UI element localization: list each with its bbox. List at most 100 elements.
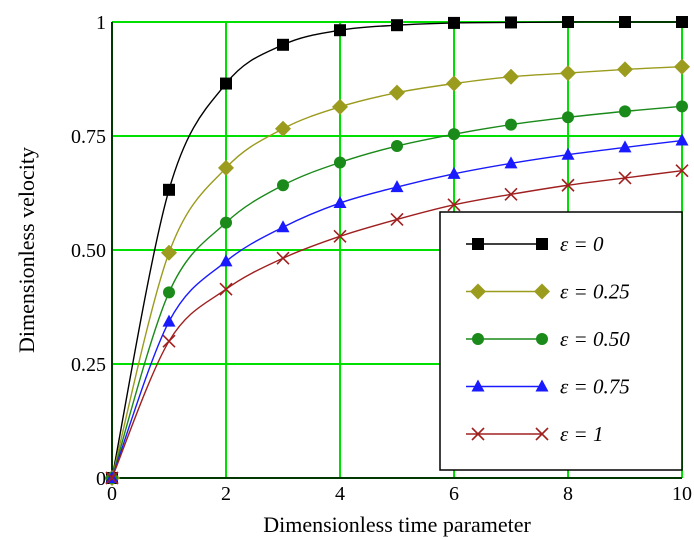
legend-item-1: ε = 0.25 — [466, 280, 630, 304]
data-point-4-6 — [447, 198, 461, 212]
data-point-3-6 — [447, 166, 461, 179]
legend-item-0: ε = 0 — [466, 232, 604, 256]
axes — [111, 22, 682, 479]
data-point-1-7 — [503, 68, 519, 85]
legend-marker-4-b-stroke — [535, 427, 549, 441]
legend-marker-0-a — [472, 238, 484, 250]
data-point-0-9 — [619, 16, 631, 28]
data-point-4-4 — [333, 229, 347, 243]
data-point-4-5-stroke — [390, 212, 404, 227]
data-point-2-4 — [334, 156, 346, 169]
series-layer — [104, 16, 690, 486]
y-tick-label: 0.50 — [71, 240, 106, 262]
data-point-1-9 — [617, 61, 633, 78]
data-point-0-8 — [562, 16, 574, 28]
series-3 — [105, 133, 689, 483]
data-point-4-6-stroke — [447, 198, 461, 212]
legend-marker-2-a — [472, 333, 484, 345]
y-tick-label: 1 — [96, 12, 106, 34]
x-tick-label: 8 — [563, 483, 573, 505]
legend-item-2: ε = 0.50 — [466, 327, 630, 351]
data-point-1-4 — [332, 98, 348, 115]
data-point-1-3 — [275, 120, 291, 137]
legend-label-2: ε = 0.50 — [560, 327, 630, 351]
legend-label-0: ε = 0 — [560, 232, 604, 256]
data-point-4-10 — [675, 164, 689, 178]
data-point-3-5 — [390, 180, 404, 193]
legend-item-4: ε = 1 — [466, 422, 603, 446]
data-point-0-1 — [163, 183, 175, 196]
data-point-4-9 — [618, 171, 632, 185]
y-tick-label: 0.25 — [71, 354, 106, 376]
data-point-3-2 — [219, 254, 233, 267]
data-point-4-1 — [162, 334, 176, 348]
series-line-4 — [111, 169, 683, 479]
data-point-4-1-stroke — [162, 334, 176, 348]
legend-marker-1-a — [470, 283, 486, 300]
x-tick-label: 4 — [335, 483, 345, 505]
data-point-2-3 — [277, 179, 289, 192]
data-point-0-6 — [448, 16, 460, 29]
legend-item-3: ε = 0.75 — [466, 375, 630, 399]
data-point-3-8 — [561, 147, 575, 160]
data-point-2-10 — [676, 100, 688, 113]
data-point-2-8 — [562, 111, 574, 124]
x-tick-label: 6 — [449, 483, 459, 505]
data-point-1-5 — [389, 84, 405, 101]
legend: ε = 0 ε = 0.25 ε = 0.50 ε = 0.75 ε = 1 — [439, 211, 683, 471]
data-point-0-10 — [676, 16, 688, 28]
data-point-4-7 — [504, 187, 518, 201]
legend-marker-3-a — [471, 379, 485, 392]
data-point-4-8 — [561, 178, 575, 192]
data-point-4-3 — [276, 251, 290, 265]
data-point-1-2 — [218, 159, 234, 176]
data-point-2-9 — [619, 105, 631, 118]
series-line-3 — [111, 139, 683, 479]
y-axis-label: Dimensionless velocity — [14, 147, 39, 353]
series-2 — [106, 100, 688, 484]
data-point-3-1 — [162, 314, 176, 327]
data-point-4-7-stroke — [504, 187, 518, 201]
data-point-0-3 — [277, 38, 289, 51]
data-point-1-8 — [560, 65, 576, 82]
legend-marker-2-b — [536, 333, 548, 345]
data-point-2-5 — [391, 140, 403, 153]
data-point-4-5 — [390, 212, 404, 227]
legend-marker-3-b — [535, 379, 549, 392]
data-point-3-3 — [276, 220, 290, 233]
legend-marker-4-b — [535, 427, 549, 441]
data-point-4-3-stroke — [276, 251, 290, 265]
data-point-3-10 — [675, 133, 689, 146]
series-0 — [106, 16, 688, 484]
x-tick-label: 0 — [107, 483, 117, 505]
data-point-2-6 — [448, 128, 460, 141]
data-point-4-0 — [105, 471, 119, 485]
legend-label-3: ε = 0.75 — [560, 375, 630, 399]
data-point-1-1 — [161, 244, 177, 261]
legend-marker-4-a-stroke — [471, 427, 485, 441]
data-point-4-10-stroke — [675, 164, 689, 178]
data-point-2-7 — [505, 118, 517, 131]
legend-marker-0-b — [536, 238, 548, 250]
data-point-1-6 — [446, 75, 462, 92]
tick-labels: 0 2 4 6 8 10 0 0.25 0.50 0.75 1 — [71, 12, 692, 505]
data-point-4-2 — [219, 282, 233, 296]
x-axis-label: Dimensionless time parameter — [263, 512, 531, 537]
y-tick-label: 0.75 — [71, 126, 106, 148]
data-point-4-4-stroke — [333, 229, 347, 243]
data-point-0-5 — [391, 19, 403, 32]
data-point-4-2-stroke — [219, 282, 233, 296]
data-point-0-2 — [220, 77, 232, 90]
series-4 — [105, 164, 689, 485]
legend-marker-4-a — [471, 427, 485, 441]
legend-label-1: ε = 0.25 — [560, 280, 630, 304]
data-point-2-2 — [220, 216, 232, 229]
data-point-2-1 — [163, 286, 175, 299]
data-point-0-4 — [334, 24, 346, 37]
legend-marker-1-b — [534, 283, 550, 300]
data-point-3-7 — [504, 156, 518, 169]
x-tick-label: 10 — [672, 483, 692, 505]
series-1 — [104, 58, 690, 486]
data-point-4-9-stroke — [618, 171, 632, 185]
x-tick-label: 2 — [221, 483, 231, 505]
